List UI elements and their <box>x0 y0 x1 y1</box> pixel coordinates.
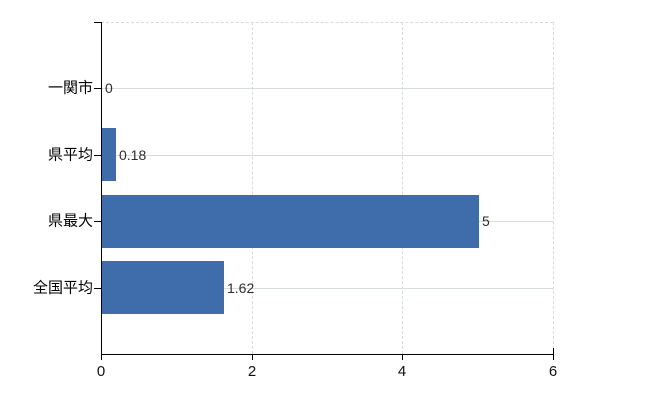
x-tick-label: 6 <box>548 363 558 380</box>
y-axis-tick <box>94 221 101 222</box>
x-axis-tick <box>101 355 102 360</box>
category-label: 県最大 <box>47 212 93 230</box>
bar-value-label: 5 <box>482 213 490 230</box>
bar <box>102 128 116 181</box>
x-tick-label: 0 <box>96 363 106 380</box>
plot-border-right <box>553 22 554 354</box>
horizontal-gridline <box>101 155 553 156</box>
horizontal-gridline <box>101 88 553 89</box>
bar-value-label: 1.62 <box>227 279 255 296</box>
x-tick-label: 2 <box>247 363 257 380</box>
horizontal-gridline <box>101 288 553 289</box>
y-axis-tick <box>94 155 101 156</box>
vertical-gridline <box>402 22 403 354</box>
bar <box>102 195 479 248</box>
y-axis-end-cap <box>94 22 101 23</box>
x-tick-label: 4 <box>397 363 407 380</box>
plot-border-top <box>101 22 553 23</box>
y-axis-tick <box>94 88 101 89</box>
x-axis-end-cap <box>553 348 554 354</box>
y-axis-line <box>101 22 102 355</box>
x-axis-tick <box>402 355 403 360</box>
category-label: 一関市 <box>47 79 93 97</box>
x-axis-tick <box>252 355 253 360</box>
vertical-gridline <box>252 22 253 354</box>
x-axis-line <box>101 354 554 355</box>
bar-value-label: 0.18 <box>119 146 147 163</box>
bar-value-label: 0 <box>105 80 113 97</box>
x-axis-tick <box>553 355 554 360</box>
y-axis-tick <box>94 288 101 289</box>
category-label: 全国平均 <box>32 279 93 297</box>
bar <box>102 261 224 314</box>
category-label: 県平均 <box>47 146 93 164</box>
